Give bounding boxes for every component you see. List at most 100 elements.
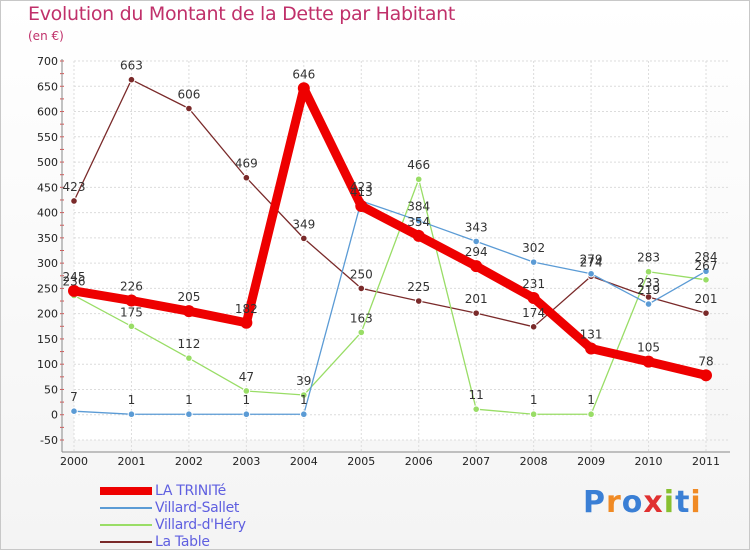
- x-tick-label: 2011: [692, 455, 720, 468]
- y-tick-label: 150: [37, 333, 58, 346]
- chart-title: Evolution du Montant de la Dette par Hab…: [28, 3, 456, 25]
- logo-letter: P: [583, 485, 606, 520]
- y-tick-label: -50: [40, 434, 58, 447]
- chart-unit-label: (en €): [28, 29, 64, 43]
- data-point: [585, 342, 598, 355]
- data-point: [242, 387, 251, 395]
- data-label: 78: [698, 354, 713, 368]
- axes: -50 0 50 100 150 200 250 300 350 400 450 500 550 600 6…: [37, 55, 730, 468]
- data-label: 47: [239, 370, 254, 384]
- data-point: [300, 391, 308, 399]
- series-line: [73, 178, 707, 415]
- data-point: [127, 410, 136, 419]
- data-point: [300, 410, 308, 419]
- data-label: 1: [243, 393, 251, 407]
- logo-letter: o: [621, 485, 644, 520]
- x-tick-label: 2001: [117, 455, 145, 468]
- data-label: 105: [637, 341, 660, 355]
- data-point: [472, 405, 480, 413]
- data-label: 279: [580, 253, 603, 267]
- x-tick-label: 2002: [175, 455, 203, 468]
- data-point: [587, 410, 595, 419]
- logo-letter: t: [675, 485, 691, 520]
- data-point: [185, 104, 193, 113]
- x-tick-label: 2004: [290, 455, 318, 468]
- data-point: [125, 294, 138, 307]
- data-label: 606: [177, 88, 200, 102]
- y-tick-label: 350: [37, 232, 58, 245]
- y-tick-label: 700: [37, 55, 58, 68]
- data-label: 226: [120, 280, 143, 294]
- legend-swatch-trinite: [100, 487, 152, 495]
- y-tick-label: 650: [37, 80, 58, 93]
- data-label: 354: [407, 215, 430, 229]
- y-tick-label: 50: [44, 383, 58, 396]
- data-label: 294: [465, 245, 488, 259]
- y-tick-label: 600: [37, 106, 58, 119]
- data-label: 349: [292, 217, 315, 231]
- y-tick-label: 200: [37, 308, 58, 321]
- data-point: [587, 269, 595, 278]
- grid: [73, 60, 730, 452]
- x-tick-label: 2009: [577, 455, 605, 468]
- data-point: [70, 407, 78, 415]
- data-label: 423: [63, 180, 86, 194]
- data-label: 466: [407, 158, 430, 172]
- data-label: 236: [63, 274, 86, 288]
- data-label: 274: [580, 255, 603, 269]
- data-label: 225: [407, 280, 430, 294]
- data-point: [702, 267, 710, 276]
- data-label: 1: [587, 393, 595, 407]
- data-point: [644, 267, 653, 276]
- data-point: [414, 216, 423, 225]
- data-point: [642, 355, 655, 368]
- x-tick-label: 2005: [347, 455, 375, 468]
- data-point: [68, 284, 80, 297]
- data-label: 231: [522, 277, 545, 291]
- data-point: [529, 323, 538, 331]
- data-point: [185, 410, 193, 419]
- data-point: [412, 229, 425, 242]
- y-tick-label: 550: [37, 131, 58, 144]
- data-label: 219: [637, 283, 660, 297]
- y-tick-label: 0: [51, 409, 58, 422]
- data-label: 7: [70, 390, 78, 404]
- data-label: 201: [465, 292, 488, 306]
- plot-area: [74, 61, 706, 440]
- y-tick-label: 100: [37, 358, 58, 371]
- data-point: [472, 309, 480, 317]
- series-line: [69, 83, 711, 380]
- y-tick-label: 450: [37, 181, 58, 194]
- logo-letter: x: [643, 485, 664, 520]
- series-lines: [68, 75, 712, 419]
- x-tick-label: 2010: [635, 455, 663, 468]
- data-label: 174: [522, 306, 545, 320]
- x-tick-label: 2008: [520, 455, 548, 468]
- legend-swatch-la-table: [100, 541, 152, 543]
- proxiti-logo: Proxiti: [583, 485, 702, 520]
- legend-swatch-villard-dhery: [100, 524, 152, 526]
- data-label: 646: [292, 67, 315, 81]
- data-label: 1: [128, 393, 136, 407]
- data-point: [300, 234, 308, 243]
- data-label: 283: [637, 251, 660, 265]
- x-tick-label: 2007: [462, 455, 490, 468]
- data-label: 182: [235, 302, 258, 316]
- legend-label: La Table: [155, 534, 210, 550]
- data-label: 205: [177, 290, 200, 304]
- data-point: [472, 237, 480, 246]
- legend-label: LA TRINITé: [155, 483, 226, 499]
- data-label: 250: [350, 267, 373, 281]
- data-point: [127, 322, 136, 331]
- data-point: [182, 305, 195, 318]
- data-point: [529, 258, 538, 266]
- data-label: 267: [695, 259, 718, 273]
- series-line: [73, 79, 707, 328]
- data-point: [644, 300, 653, 308]
- data-label: 131: [580, 328, 603, 342]
- data-label: 163: [350, 311, 373, 325]
- logo-letter: i: [663, 485, 676, 520]
- y-tick-label: 250: [37, 282, 58, 295]
- y-tick-label: 400: [37, 207, 58, 220]
